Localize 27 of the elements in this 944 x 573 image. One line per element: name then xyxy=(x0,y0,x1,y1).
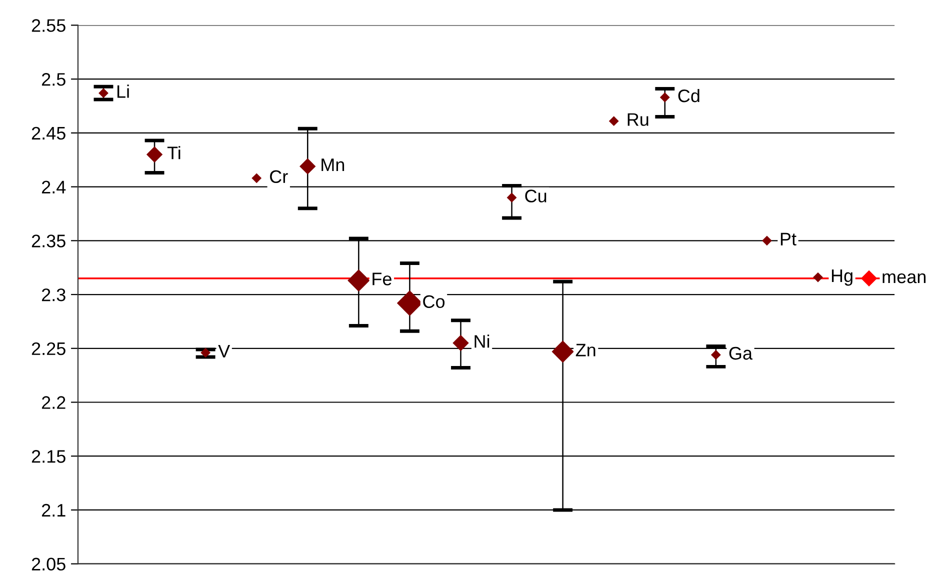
y-tick-label: 2.5 xyxy=(42,73,66,86)
data-label: mean xyxy=(882,273,926,284)
y-tick-label: 2.35 xyxy=(32,234,66,248)
data-label: Pt xyxy=(780,232,796,246)
data-label: Ti xyxy=(167,146,180,160)
data-label: Cr xyxy=(270,170,288,184)
data-label: Li xyxy=(117,84,129,98)
data-label: Co xyxy=(423,295,445,308)
data-label: Zn xyxy=(576,344,596,356)
data-label: Cu xyxy=(525,190,546,202)
data-label: Ni xyxy=(474,334,490,348)
y-tick-label: 2.55 xyxy=(32,19,66,32)
y-tick-label: 2.1 xyxy=(42,504,66,517)
y-tick-label: 2.2 xyxy=(42,396,66,409)
y-tick-label: 2.15 xyxy=(32,450,66,463)
data-label: Ru xyxy=(628,113,648,126)
y-tick-label: 2.3 xyxy=(42,288,66,302)
y-tick-label: 2.05 xyxy=(32,558,66,571)
data-label: V xyxy=(218,344,230,358)
data-label: Fe xyxy=(372,272,392,286)
data-label: Ga xyxy=(729,346,752,360)
data-label: Cd xyxy=(678,88,700,102)
data-label: Mn xyxy=(322,158,344,171)
y-tick-label: 2.25 xyxy=(32,342,66,356)
y-tick-label: 2.45 xyxy=(32,126,66,140)
y-tick-label: 2.4 xyxy=(42,180,66,194)
data-label: Hg xyxy=(832,270,852,286)
